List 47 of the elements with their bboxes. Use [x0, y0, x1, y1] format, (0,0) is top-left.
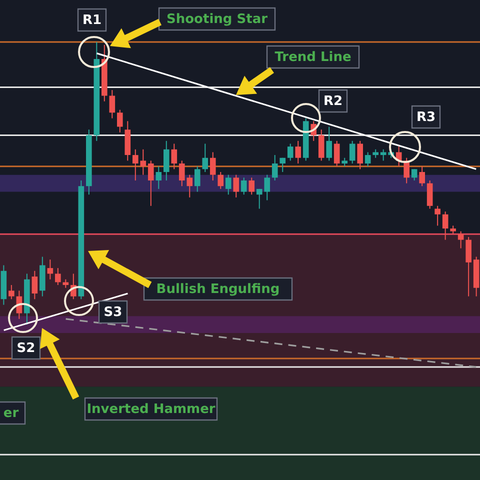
candlestick [272, 154, 278, 181]
text: R1 [82, 13, 102, 28]
candlestick [434, 205, 440, 226]
candlestick [163, 140, 170, 181]
candlestick [466, 236, 472, 297]
candlestick [156, 166, 162, 190]
annotation: R2 [323, 94, 343, 109]
annotation: Trend Line [274, 50, 352, 65]
candlestick [458, 230, 464, 249]
candlestick [419, 166, 425, 187]
annotation: S3 [104, 305, 122, 320]
candlestick [194, 166, 200, 192]
candlestick [442, 211, 448, 240]
candlestick [404, 157, 410, 184]
candlestick [171, 143, 178, 170]
candlestick [280, 157, 286, 172]
text: S2 [16, 341, 36, 356]
candlestick [233, 174, 240, 198]
candlestick [349, 140, 356, 164]
candlestick [240, 177, 247, 196]
candlestick [364, 152, 371, 167]
candlestick [8, 284, 14, 300]
candlestick [47, 259, 54, 280]
candlestick [318, 129, 324, 162]
annotation: Bullish Engulfing [156, 282, 280, 297]
candlestick [32, 270, 38, 300]
candlestick [287, 143, 294, 162]
text: er [3, 406, 20, 421]
candlestick [117, 109, 123, 133]
candlestick [218, 171, 224, 190]
candlestick [357, 140, 363, 170]
candlestick [210, 152, 216, 181]
candlestick [295, 140, 302, 164]
candlestick [380, 148, 386, 162]
text: Shooting Star [166, 12, 268, 27]
candlestick [426, 180, 433, 210]
annotation: R3 [416, 110, 436, 125]
candlestick [225, 174, 232, 196]
text: Inverted Hammer [86, 402, 216, 417]
candlestick [109, 90, 116, 119]
candlestick [55, 268, 61, 286]
candlestick [148, 160, 154, 206]
candlestick [326, 126, 332, 162]
candlestick [411, 168, 418, 181]
candlestick [248, 177, 255, 196]
candlestick [202, 143, 208, 172]
candlestick [334, 140, 340, 167]
